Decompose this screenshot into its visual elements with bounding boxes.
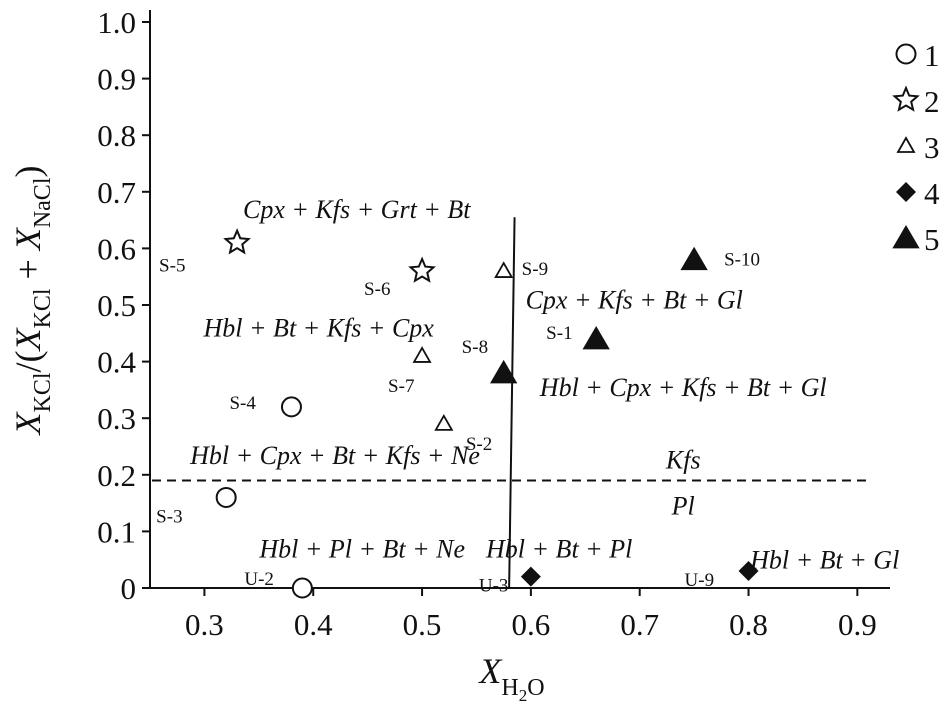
phase-field-label: Cpx + Kfs + Grt + Bt: [243, 195, 471, 224]
y-tick-label: 0.4: [97, 345, 136, 380]
legend-marker-5: [892, 225, 920, 249]
point-s-5: [223, 228, 251, 255]
phase-field-label: Cpx + Kfs + Bt + Gl: [526, 285, 743, 314]
x-tick-label: 0.4: [294, 607, 333, 642]
y-tick-label: 1.0: [97, 5, 136, 40]
y-tick-label: 0.1: [97, 514, 136, 549]
vertical-boundary-line: [508, 217, 516, 589]
data-points: S-4 S-3 U-2 S-5 S-6 S-9 S-7 S-2 U-3 U-9 S-10 S-1 S-8: [156, 228, 760, 599]
point-u-2: [291, 577, 313, 599]
point-label: S-4: [229, 393, 256, 414]
phase-boundaries: Kfs Pl: [152, 217, 872, 589]
point-label: S-8: [462, 337, 488, 358]
y-tick-label: 0.5: [97, 288, 136, 323]
phase-field-labels: Cpx + Kfs + Grt + Bt Hbl + Bt + Kfs + Cpx…: [189, 195, 899, 575]
y-tick-label: 0.3: [97, 401, 136, 436]
point-label: S-7: [388, 376, 414, 397]
point-label: S-2: [466, 434, 492, 455]
point-s-3: [215, 486, 237, 508]
legend-label: 5: [924, 222, 940, 257]
y-tick-label: 0.9: [97, 62, 136, 97]
phase-field-label: Hbl + Bt + Gl: [749, 546, 899, 575]
point-s-7: [412, 346, 432, 363]
point-s-4: [280, 396, 302, 418]
axes: 0.3 0.4 0.5 0.6 0.7 0.8 0.9 0 0.1 0.2 0.3 0.4 0.5 0.6…: [97, 5, 890, 642]
point-label: S-1: [546, 323, 572, 344]
point-u-3: [520, 566, 541, 587]
y-axis-label: XKCl/(XKCl + XNaCl): [8, 165, 56, 436]
point-label: S-10: [724, 250, 760, 271]
phase-field-label: Hbl + Cpx + Kfs + Bt + Gl: [539, 373, 827, 402]
point-label: S-9: [522, 259, 548, 280]
phase-field-label: Hbl + Bt + Pl: [485, 534, 632, 563]
point-u-9: [738, 561, 759, 582]
legend-marker-3: [896, 136, 916, 153]
point-s-10: [680, 246, 708, 271]
y-tick-label: 0.6: [97, 231, 136, 266]
legend: 1 2 3 4 5: [892, 38, 940, 257]
point-s-9: [494, 261, 514, 278]
point-label: S-5: [159, 256, 185, 277]
phase-field-label: Hbl + Pl + Bt + Ne: [258, 534, 465, 563]
x-tick-label: 0.6: [512, 607, 551, 642]
legend-marker-4: [896, 182, 916, 202]
x-tick-label: 0.7: [620, 607, 659, 642]
legend-marker-1: [895, 43, 917, 65]
point-s-6: [408, 256, 436, 283]
legend-label: 3: [924, 130, 940, 165]
point-label: U-9: [685, 570, 715, 591]
legend-marker-2: [892, 85, 920, 112]
x-tick-label: 0.3: [185, 607, 224, 642]
y-tick-label: 0.2: [97, 458, 136, 493]
x-tick-label: 0.5: [403, 607, 442, 642]
point-label: U-2: [244, 569, 274, 590]
point-label: S-3: [156, 506, 182, 527]
phase-field-label: Hbl + Bt + Kfs + Cpx: [203, 314, 435, 343]
point-label: S-6: [364, 279, 390, 300]
y-tick-label: 0.7: [97, 175, 136, 210]
y-tick-label: 0.8: [97, 118, 136, 153]
phase-field-label: Hbl + Cpx + Bt + Kfs + Ne: [189, 441, 480, 470]
x-tick-label: 0.8: [729, 607, 768, 642]
legend-label: 4: [924, 176, 940, 211]
boundary-label-below: Pl: [671, 491, 695, 520]
boundary-label-above: Kfs: [665, 445, 701, 474]
point-s-2: [434, 414, 454, 431]
y-tick-label: 0: [121, 571, 137, 606]
point-s-1: [582, 325, 610, 350]
legend-label: 1: [924, 38, 940, 73]
point-label: U-3: [479, 576, 509, 597]
legend-label: 2: [924, 84, 940, 119]
x-axis-label: XH2O: [477, 651, 544, 705]
x-tick-label: 0.9: [838, 607, 877, 642]
point-s-8: [490, 359, 518, 384]
